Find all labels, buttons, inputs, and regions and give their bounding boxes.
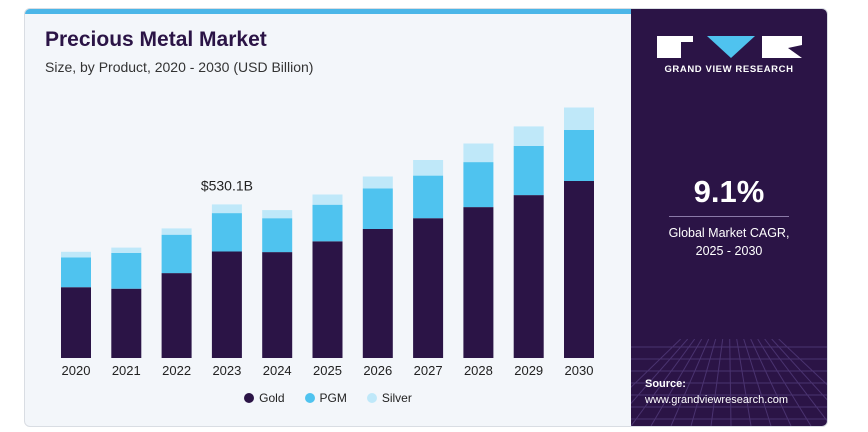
data-label-2023-total: $530.1B [201,177,253,193]
bar-silver-2023 [211,204,242,214]
x-tick-label: 2020 [62,363,91,378]
legend-item-gold: Gold [244,391,285,405]
chart-card: Precious Metal Market Size, by Product, … [24,8,828,427]
bar-gold-2021 [111,288,142,358]
bar-silver-2020 [61,251,91,258]
grand-view-research-logo-icon [657,36,802,58]
bar-gold-2028 [463,207,494,358]
bar-pgm-2028 [463,162,494,208]
bar-pgm-2024 [262,218,293,253]
bar-silver-2029 [513,126,544,146]
legend-item-silver: Silver [366,391,412,405]
decorative-grid [631,339,827,426]
bar-pgm-2021 [111,253,142,289]
bar-pgm-2030 [564,130,594,181]
x-tick-label: 2022 [162,363,191,378]
chart-panel: Precious Metal Market Size, by Product, … [25,9,631,426]
legend-label: Silver [381,391,412,405]
bar-gold-2030 [564,181,594,358]
bar-gold-2024 [262,252,293,358]
source-label: Source: [645,378,686,390]
cagr-divider [669,216,789,217]
bar-gold-2026 [362,229,393,358]
bar-pgm-2020 [61,257,91,288]
x-tick-label: 2025 [313,363,342,378]
bar-pgm-2027 [413,175,444,219]
bar-pgm-2022 [161,234,192,274]
bar-pgm-2026 [362,188,393,229]
brand-name: GRAND VIEW RESEARCH [664,64,794,75]
legend-label: PGM [319,391,347,405]
x-tick-label: 2021 [112,363,141,378]
bar-pgm-2029 [513,145,544,196]
bar-pgm-2025 [312,204,343,242]
bar-silver-2025 [312,194,343,205]
chart-subtitle: Size, by Product, 2020 - 2030 (USD Billi… [45,59,314,75]
bar-gold-2020 [61,287,91,358]
bar-gold-2022 [161,273,192,358]
cagr-label: Global Market CAGR, 2025 - 2030 [631,224,827,260]
bar-gold-2029 [513,195,544,358]
accent-bar [25,9,631,14]
sidebar-panel: GRAND VIEW RESEARCH 9.1% Global Market C… [631,9,827,426]
bar-silver-2027 [413,160,444,176]
bar-silver-2024 [262,210,293,219]
legend-swatch [244,393,255,403]
bar-silver-2021 [111,247,142,253]
bar-silver-2026 [362,176,393,189]
bar-silver-2030 [564,107,594,130]
x-tick-label: 2030 [565,363,594,378]
bar-pgm-2023 [211,213,242,252]
x-tick-label: 2024 [263,363,292,378]
cagr-label-line1: Global Market CAGR, [668,226,790,240]
x-tick-label: 2028 [464,363,493,378]
bar-chart: 2020 2021 2022 2023 $530.1B 2024 2025 2026 2027 2… [61,107,594,378]
bar-gold-2025 [312,241,343,358]
cagr-value: 9.1% [693,174,765,209]
bar-silver-2028 [463,143,494,163]
x-tick-label: 2026 [363,363,392,378]
bar-gold-2027 [413,218,444,358]
bar-gold-2023 [211,251,242,358]
legend-item-pgm: PGM [304,391,347,405]
legend-swatch [366,393,377,403]
cagr-label-line2: 2025 - 2030 [695,244,763,258]
source-link[interactable]: www.grandviewresearch.com [645,394,789,406]
x-tick-label: 2023 [212,363,241,378]
chart-legend: Gold PGM Silver [25,391,631,405]
x-tick-label: 2027 [414,363,443,378]
x-tick-label: 2029 [514,363,543,378]
legend-swatch [304,393,315,403]
legend-label: Gold [259,391,285,405]
chart-title: Precious Metal Market [45,28,267,51]
bar-silver-2022 [161,228,192,235]
